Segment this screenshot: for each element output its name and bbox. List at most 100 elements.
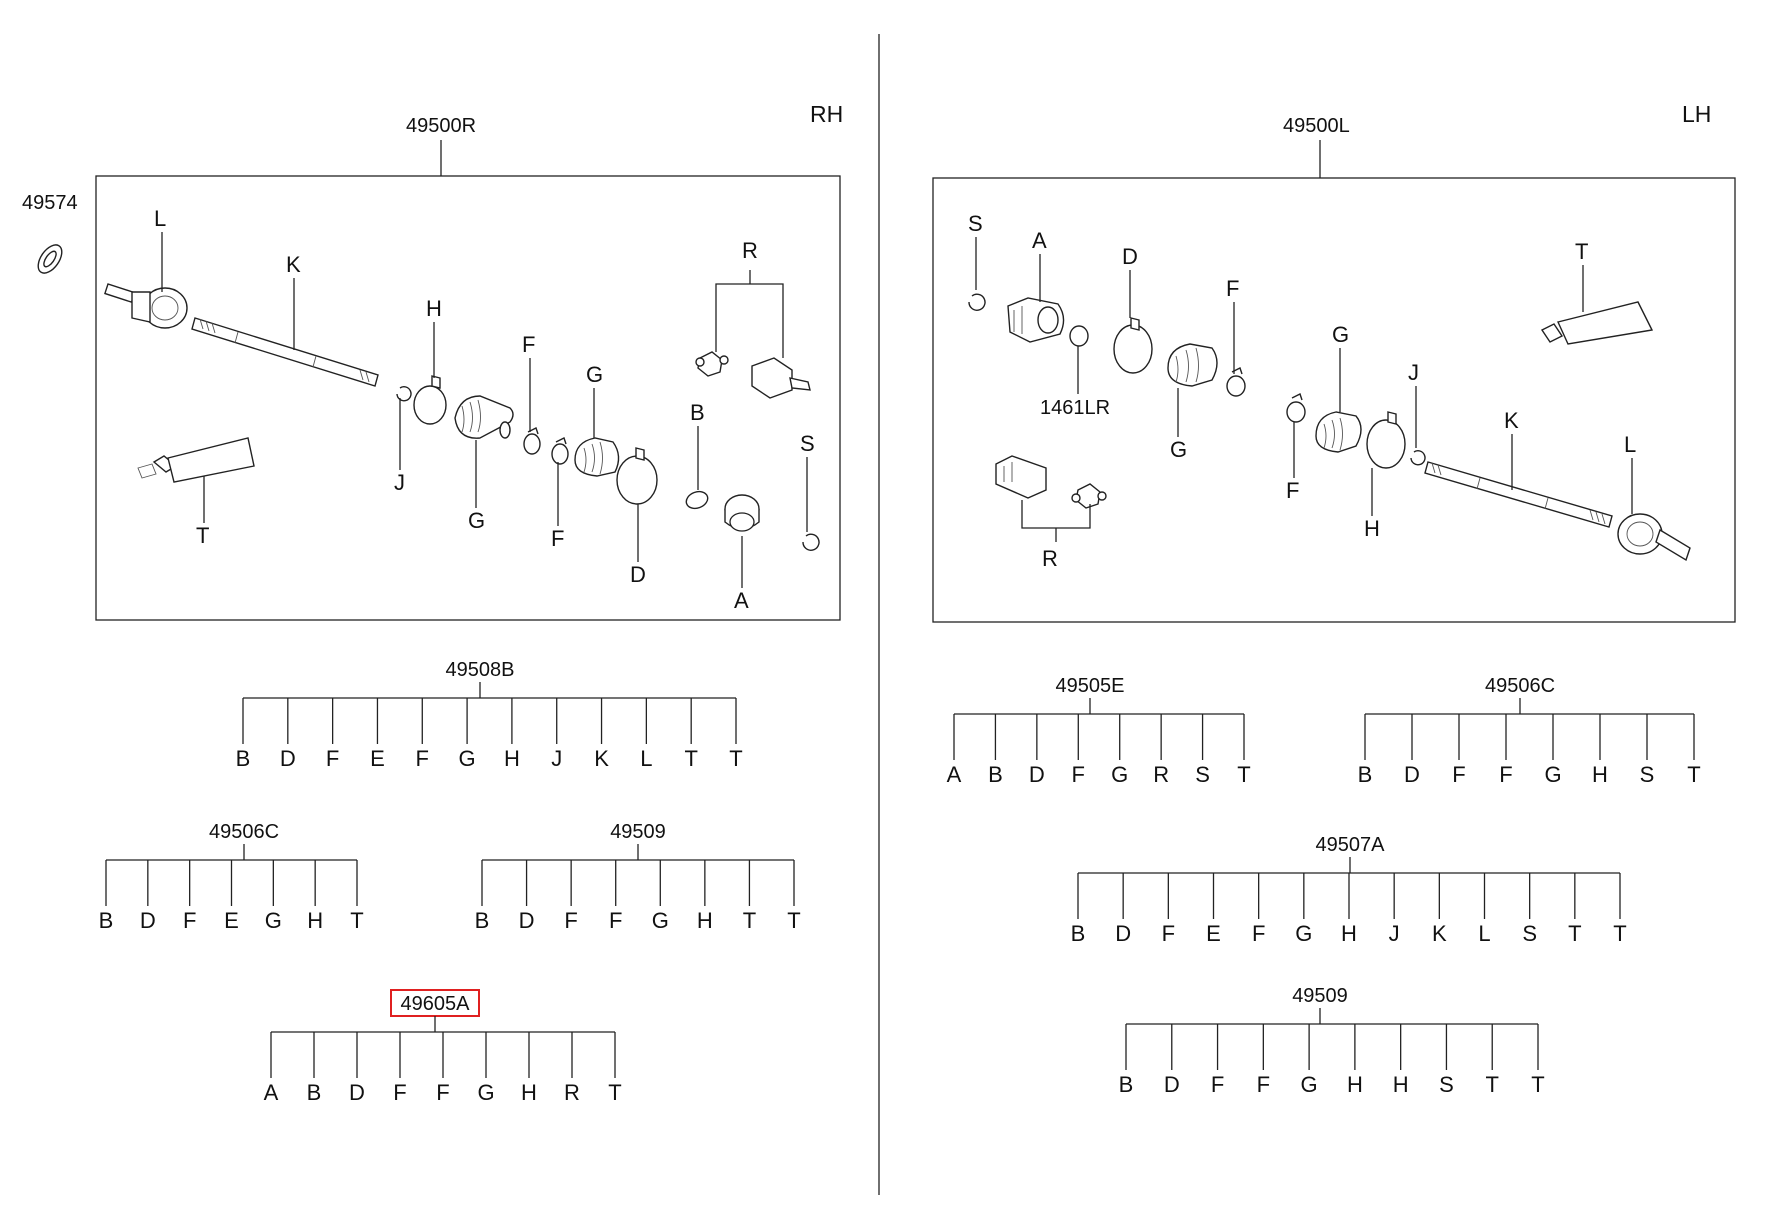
- kit-member-label: S: [1640, 762, 1655, 787]
- rh-assembly-number[interactable]: 49500R: [406, 115, 476, 137]
- rh-band-h: [413, 385, 447, 425]
- svg-text:S: S: [968, 211, 983, 236]
- svg-text:G: G: [468, 508, 485, 533]
- kit-member-label: H: [504, 746, 520, 771]
- svg-text:F: F: [1286, 478, 1299, 503]
- svg-text:J: J: [1408, 360, 1419, 385]
- lh-boot-g-outer: [1167, 343, 1218, 387]
- svg-text:H: H: [1364, 516, 1380, 541]
- kit-member-label: H: [1347, 1072, 1363, 1097]
- lh-parts-illustration: [968, 293, 1691, 562]
- kit-member-label: T: [1531, 1072, 1544, 1097]
- svg-text:F: F: [522, 332, 535, 357]
- svg-text:F: F: [551, 526, 564, 551]
- svg-text:L: L: [1624, 432, 1636, 457]
- svg-text:K: K: [1504, 408, 1519, 433]
- rh-snap-ring-b: [685, 490, 709, 510]
- kit-member-label: E: [370, 746, 385, 771]
- kit-member-label: K: [1432, 921, 1447, 946]
- kit-member-label: R: [1153, 762, 1169, 787]
- lh-clamp-f-2: [1286, 401, 1306, 423]
- kit-member-label: G: [459, 746, 476, 771]
- kit-member-label: T: [1613, 921, 1626, 946]
- kit-member-label: S: [1439, 1072, 1454, 1097]
- lh-assembly-frame: [932, 177, 1736, 623]
- kit-member-label: H: [1592, 762, 1608, 787]
- kit-member-label: H: [521, 1080, 537, 1105]
- kit-member-label: H: [1341, 921, 1357, 946]
- kit-number[interactable]: 49509: [1292, 985, 1348, 1007]
- rh-grease-tube-t: [137, 437, 255, 483]
- kit-member-label: G: [1544, 762, 1561, 787]
- lh-circlip-1461lr: [1069, 325, 1089, 347]
- kit-member-label: D: [140, 908, 156, 933]
- kit-member-label: F: [1252, 921, 1265, 946]
- kit-member-label: D: [1404, 762, 1420, 787]
- kit-member-label: T: [350, 908, 363, 933]
- svg-text:A: A: [734, 588, 749, 613]
- kit-member-label: G: [265, 908, 282, 933]
- rh-parts-illustration: [104, 270, 820, 551]
- kit-member-label: J: [1389, 921, 1400, 946]
- kit-member-label: T: [1485, 1072, 1498, 1097]
- kit-number[interactable]: 49506C: [209, 821, 279, 843]
- lh-assembly-number[interactable]: 49500L: [1283, 115, 1350, 137]
- kit-member-label: T: [1237, 762, 1250, 787]
- svg-text:R: R: [742, 238, 758, 263]
- kit-member-label: F: [1499, 762, 1512, 787]
- kit-number[interactable]: 49508B: [446, 659, 515, 681]
- kit-member-label: B: [99, 908, 114, 933]
- kit-number[interactable]: 49605A: [401, 993, 471, 1015]
- lh-side-label: LH: [1682, 101, 1711, 127]
- kit-member-label: S: [1195, 762, 1210, 787]
- rh-circlip-s: [802, 533, 820, 551]
- seal-part-number[interactable]: 49574: [22, 192, 78, 214]
- kit-number[interactable]: 49507A: [1316, 834, 1386, 856]
- svg-text:H: H: [426, 296, 442, 321]
- kit-rh-49509: 49509 B D F F G H T T: [475, 821, 801, 933]
- rh-assembly-frame: [95, 175, 841, 621]
- kit-member-label: T: [787, 908, 800, 933]
- kit-member-label: L: [1478, 921, 1490, 946]
- svg-text:K: K: [286, 252, 301, 277]
- kit-member-label: G: [652, 908, 669, 933]
- kit-member-label: F: [609, 908, 622, 933]
- kit-member-label: F: [1211, 1072, 1224, 1097]
- kit-member-label: T: [608, 1080, 621, 1105]
- rh-drive-shaft: [191, 317, 379, 387]
- kit-member-label: T: [1568, 921, 1581, 946]
- kit-rh-49506C: 49506C B D F E G H T: [99, 821, 364, 933]
- svg-text:J: J: [394, 470, 405, 495]
- kit-member-label: R: [564, 1080, 580, 1105]
- kit-member-label: T: [684, 746, 697, 771]
- kit-lh-49506C: 49506C B D F F G H S T: [1358, 675, 1701, 787]
- kit-member-label: H: [307, 908, 323, 933]
- kit-member-label: S: [1522, 921, 1537, 946]
- kit-member-label: F: [1257, 1072, 1270, 1097]
- kit-lh-49509: 49509 B D F F G H H S T T: [1119, 985, 1545, 1097]
- kit-number[interactable]: 49506C: [1485, 675, 1555, 697]
- lh-clamp-f-1: [1226, 375, 1246, 397]
- kit-member-label: D: [1164, 1072, 1180, 1097]
- kit-member-label: J: [551, 746, 562, 771]
- svg-text:R: R: [1042, 546, 1058, 571]
- kit-lh-49505E: 49505E A B D F G R S T: [947, 675, 1251, 787]
- kit-number[interactable]: 49509: [610, 821, 666, 843]
- rh-circlip-j: [396, 386, 412, 402]
- kit-number[interactable]: 49505E: [1056, 675, 1125, 697]
- svg-text:G: G: [1332, 322, 1349, 347]
- lh-callouts: S A D F G T J K L G F H R: [968, 211, 1636, 571]
- kit-member-label: F: [393, 1080, 406, 1105]
- kit-member-label: L: [640, 746, 652, 771]
- rh-tripod-r: [695, 270, 811, 399]
- svg-text:T: T: [1575, 239, 1588, 264]
- kit-member-label: A: [264, 1080, 279, 1105]
- kit-member-label: B: [1071, 921, 1086, 946]
- kit-member-label: F: [436, 1080, 449, 1105]
- lh-circlip-part-number[interactable]: 1461LR: [1040, 397, 1110, 419]
- rh-clamp-f-2: [551, 443, 569, 465]
- rh-band-d: [616, 455, 658, 505]
- lh-circlip-j: [1410, 450, 1426, 466]
- seal-part: [37, 244, 63, 274]
